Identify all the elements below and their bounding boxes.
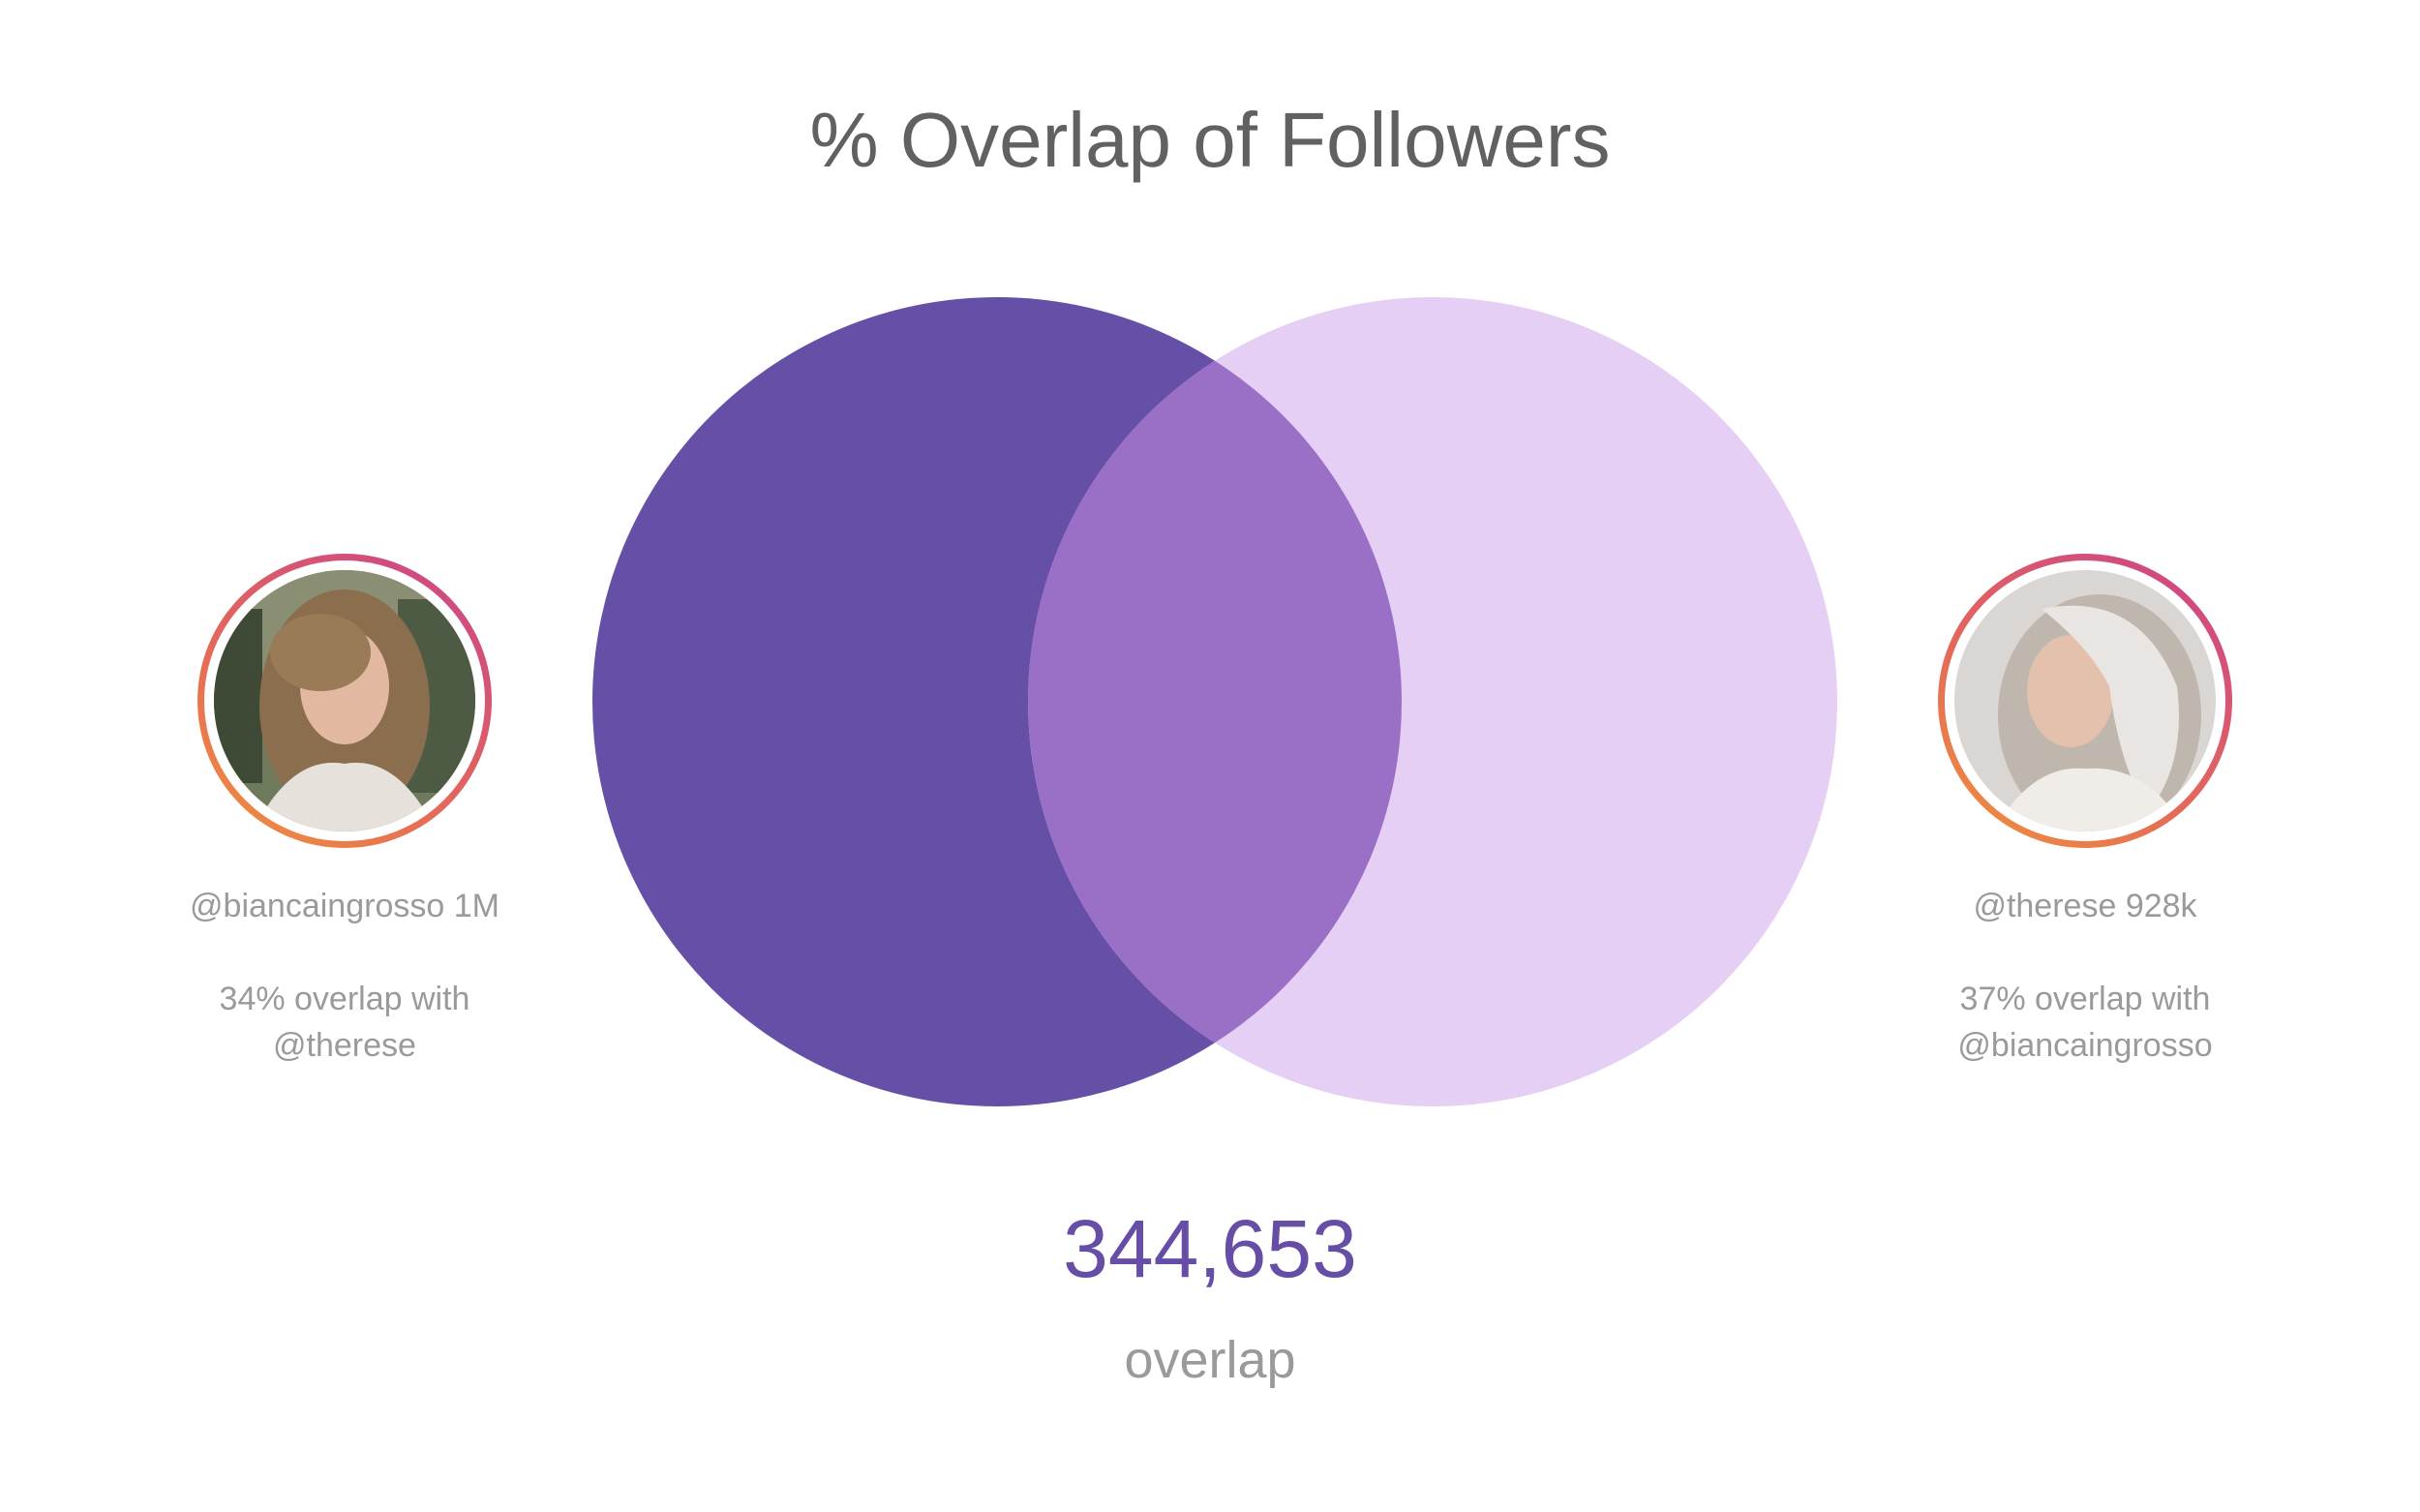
profile-info-biancaingrosso: @biancaingrosso 1M 34% overlap with @the…	[141, 883, 548, 1069]
profile-photo-icon	[1954, 570, 2216, 832]
avatar-therese	[1938, 554, 2232, 848]
profile-handle: @biancaingrosso	[190, 888, 445, 924]
venn-intersection	[1028, 297, 1402, 1106]
overlap-percent-text: 34% overlap with	[219, 981, 470, 1017]
follower-count: 928k	[2125, 888, 2197, 924]
overlap-partner-handle: @therese	[273, 1027, 416, 1064]
overlap-percent-text: 37% overlap with	[1959, 981, 2211, 1017]
follower-count: 1M	[453, 888, 499, 924]
overlap-partner-handle: @biancaingrosso	[1957, 1027, 2213, 1064]
profile-photo-icon	[214, 570, 475, 832]
profile-info-therese: @therese 928k 37% overlap with @biancain…	[1882, 883, 2288, 1069]
avatar-biancaingrosso	[197, 554, 492, 848]
handle-followers-line: @therese 928k	[1882, 883, 2288, 929]
overlap-count: 344,653	[1063, 1203, 1357, 1294]
page-title: % Overlap of Followers	[809, 97, 1611, 183]
overlap-label: overlap	[1124, 1331, 1296, 1389]
handle-followers-line: @biancaingrosso 1M	[141, 883, 548, 929]
profile-handle: @therese	[1973, 888, 2117, 924]
